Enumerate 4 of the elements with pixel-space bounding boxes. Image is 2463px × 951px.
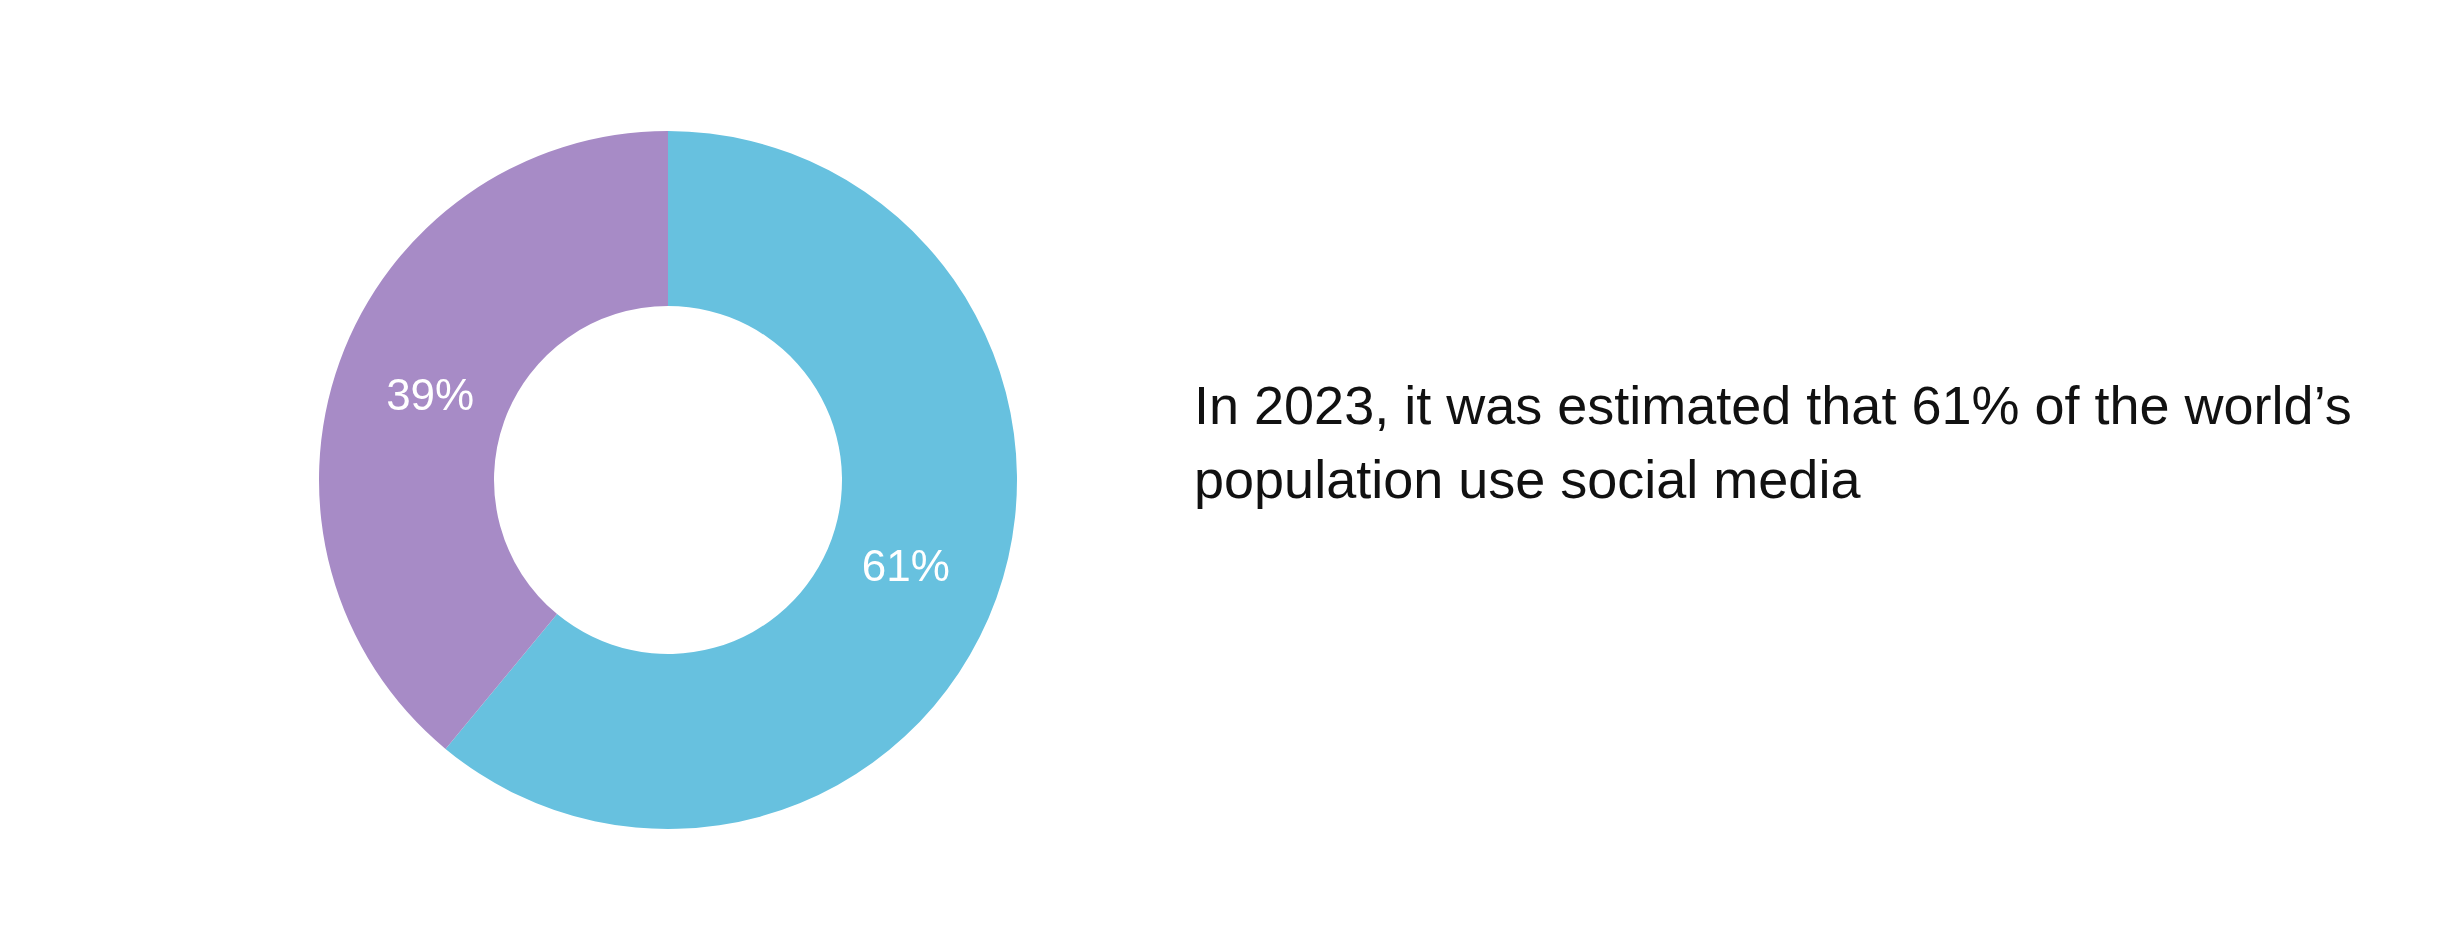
text: In 2023, it was estimated that 61% of the world’s population use social media xyxy=(1194,374,2353,511)
data-label: 39% xyxy=(386,369,475,419)
data-label: 61% xyxy=(861,541,950,591)
donut-slice xyxy=(319,131,668,749)
